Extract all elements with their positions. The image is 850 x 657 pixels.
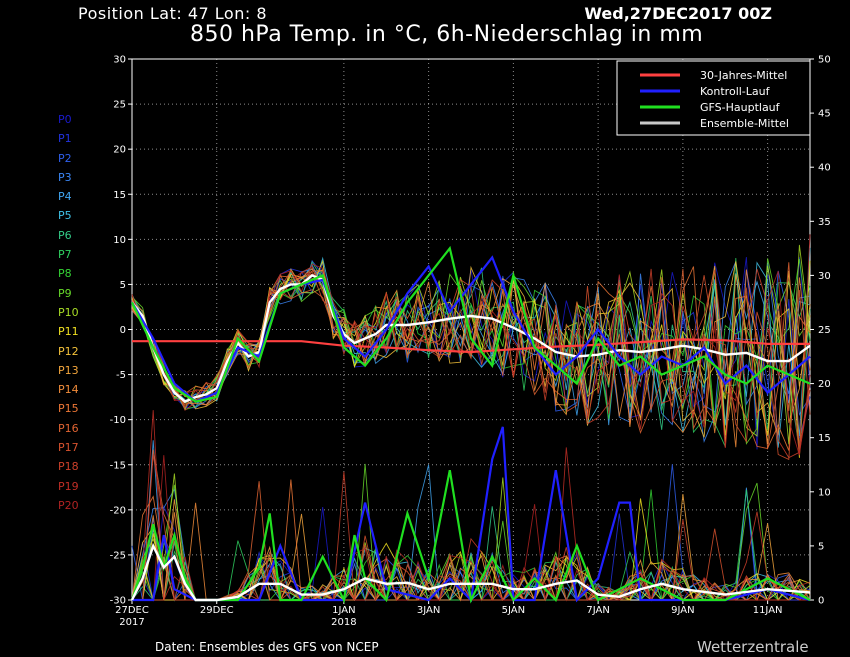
legend-label: Kontroll-Lauf	[700, 85, 771, 98]
x-tick-year: 2018	[331, 617, 356, 628]
y-tick-label: -10	[110, 415, 126, 426]
legend-box	[616, 60, 811, 136]
x-tick-label: 29DEC	[200, 605, 234, 616]
chart-title: 850 hPa Temp. in °C, 6h-Niederschlag in …	[190, 22, 704, 47]
member-label: P3	[58, 170, 72, 184]
member-temperature-line	[131, 266, 811, 459]
member-label: P14	[58, 383, 79, 397]
x-tick-label: 1JAN	[332, 605, 355, 616]
y-right-tick-label: 40	[818, 163, 831, 174]
x-tick-label: 7JAN	[586, 605, 609, 616]
x-tick-label: 3JAN	[417, 605, 440, 616]
y-right-tick-label: 35	[818, 217, 831, 228]
y-tick-label: -5	[116, 370, 126, 381]
y-tick-label: 0	[120, 325, 126, 336]
member-label: P17	[58, 441, 79, 455]
member-label: P20	[58, 498, 79, 512]
y-tick-label: -15	[110, 460, 126, 471]
x-tick-label: 27DEC	[115, 605, 149, 616]
legend-label: Ensemble-Mittel	[700, 117, 789, 130]
legend-label: 30-Jahres-Mittel	[700, 69, 787, 82]
y-right-tick-label: 20	[818, 379, 831, 390]
member-precip-line	[131, 502, 811, 602]
member-label: P5	[58, 209, 72, 223]
series-line	[131, 245, 811, 403]
y-tick-label: -30	[110, 596, 126, 607]
y-right-tick-label: 45	[818, 109, 831, 120]
member-label: P18	[58, 460, 79, 474]
run-date: Wed,27DEC2017 00Z	[584, 4, 772, 23]
member-label: P4	[58, 190, 72, 204]
y-right-tick-label: 50	[818, 55, 831, 66]
member-label: P7	[58, 248, 72, 262]
y-tick-label: 20	[113, 145, 126, 156]
y-tick-label: 15	[113, 190, 126, 201]
y-right-tick-label: 30	[818, 271, 831, 282]
series-lines	[130, 245, 811, 604]
member-temperature-line	[131, 269, 811, 448]
member-label: P6	[58, 228, 72, 242]
y-right-tick-label: 0	[818, 596, 824, 607]
y-tick-label: 5	[120, 280, 126, 291]
member-label: P9	[58, 286, 72, 300]
member-label: P8	[58, 267, 72, 281]
position-label: Position Lat: 47 Lon: 8	[78, 4, 268, 23]
data-source: Daten: Ensembles des GFS von NCEP	[155, 640, 379, 654]
x-tick-label: 5JAN	[502, 605, 525, 616]
member-label: P19	[58, 479, 79, 493]
legend: 30-Jahres-Mittel Kontroll-Lauf GFS-Hauptla…	[616, 60, 811, 136]
member-label: P12	[58, 344, 79, 358]
member-label: P15	[58, 402, 79, 416]
series-line	[132, 338, 810, 354]
member-label: P2	[58, 151, 72, 165]
y-axis-left: 30 25 20 15 10 5 0 -5 -10 -15 -20 -25 -30	[110, 55, 132, 607]
series-line	[130, 542, 811, 602]
y-right-tick-label: 15	[818, 433, 831, 444]
member-temperature-line	[131, 270, 811, 461]
member-label: P11	[58, 325, 79, 339]
member-label: P13	[58, 363, 79, 377]
x-tick-label: 9JAN	[671, 605, 694, 616]
y-tick-label: 30	[113, 55, 126, 66]
member-label: P16	[58, 421, 79, 435]
x-tick-year: 2017	[119, 617, 144, 628]
series-line	[131, 274, 811, 403]
member-label: P10	[58, 305, 79, 319]
y-tick-label: 10	[113, 235, 126, 246]
member-label: P1	[58, 132, 72, 146]
series-line	[131, 255, 811, 403]
member-label: P0	[58, 113, 72, 126]
member-precip-line	[132, 454, 811, 602]
y-right-tick-label: 10	[818, 487, 831, 498]
y-tick-label: -20	[110, 505, 126, 516]
y-tick-label: -25	[110, 550, 126, 561]
y-right-tick-label: 25	[818, 325, 831, 336]
y-tick-label: 25	[113, 100, 126, 111]
x-tick-label: 11JAN	[753, 605, 783, 616]
legend-label: GFS-Hauptlauf	[700, 101, 781, 114]
y-right-tick-label: 5	[818, 541, 824, 552]
member-list: P0 P1 P2 P3 P4 P5 P6 P7 P8 P9 P10 P11 P12 P13 P14 P15 P1…	[58, 110, 98, 515]
brand-logo: Wetterzentrale	[697, 638, 809, 656]
